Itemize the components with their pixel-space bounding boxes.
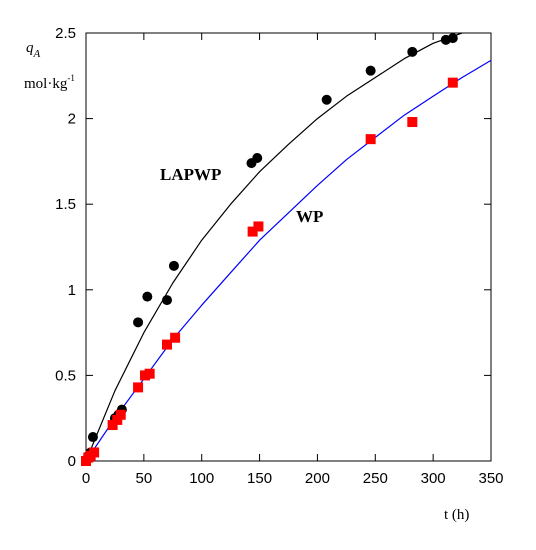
y-axis-subscript: A xyxy=(33,48,41,60)
fit-line-lapwp xyxy=(85,32,463,462)
x-tick-label: 50 xyxy=(136,470,153,487)
y-tick-label: 0 xyxy=(68,453,76,470)
data-point-lapwp xyxy=(365,65,376,76)
data-point-wp xyxy=(115,409,126,420)
series-label-wp: WP xyxy=(296,207,323,226)
series-label-lapwp: LAPWP xyxy=(160,165,221,184)
y-axis-symbol: qA xyxy=(26,40,41,60)
x-tick-label: 150 xyxy=(247,470,272,487)
x-tick-label: 100 xyxy=(189,470,214,487)
x-tick-label: 0 xyxy=(82,470,90,487)
data-point-lapwp xyxy=(162,295,172,306)
axis-tick-labels: 0 50 100 150 200 250 300 350 0 0.5 1 1.5 2 2.5 xyxy=(55,25,503,487)
y-axis-unit-exponent: -1 xyxy=(67,73,75,83)
y-tick-label: 1.5 xyxy=(55,196,76,213)
data-point-wp xyxy=(144,368,155,379)
axis-ticks xyxy=(85,32,492,462)
y-tick-label: 2 xyxy=(68,111,76,128)
plot-frame xyxy=(85,32,492,462)
data-point-wp xyxy=(247,226,258,237)
data-point-wp xyxy=(112,414,123,425)
y-tick-label: 0.5 xyxy=(55,367,76,384)
data-point-wp xyxy=(107,420,118,431)
x-tick-label: 350 xyxy=(478,470,503,487)
y-axis-unit: mol·kg-1 xyxy=(24,73,75,92)
data-point-wp xyxy=(170,332,181,343)
data-point-wp xyxy=(89,447,100,458)
data-point-lapwp xyxy=(407,46,418,57)
data-markers xyxy=(81,33,458,466)
x-tick-label: 200 xyxy=(305,470,330,487)
data-point-wp xyxy=(365,134,376,145)
fit-line-wp xyxy=(85,59,492,462)
y-tick-label: 1 xyxy=(68,282,76,299)
data-point-wp xyxy=(162,339,172,350)
data-point-wp xyxy=(133,382,144,393)
x-axis-label: t (h) xyxy=(444,507,469,523)
data-point-lapwp xyxy=(142,291,153,302)
fit-curves xyxy=(85,32,492,462)
data-point-wp xyxy=(447,77,458,88)
data-point-lapwp xyxy=(87,432,98,443)
x-tick-label: 300 xyxy=(421,470,446,487)
y-tick-label: 2.5 xyxy=(55,25,76,42)
x-tick-label: 250 xyxy=(363,470,388,487)
data-point-lapwp xyxy=(321,94,332,105)
data-point-lapwp xyxy=(252,152,263,163)
data-point-wp xyxy=(253,221,264,232)
data-point-wp xyxy=(407,117,418,128)
data-point-lapwp xyxy=(447,33,458,44)
data-point-lapwp xyxy=(133,317,144,328)
data-point-lapwp xyxy=(168,260,179,271)
